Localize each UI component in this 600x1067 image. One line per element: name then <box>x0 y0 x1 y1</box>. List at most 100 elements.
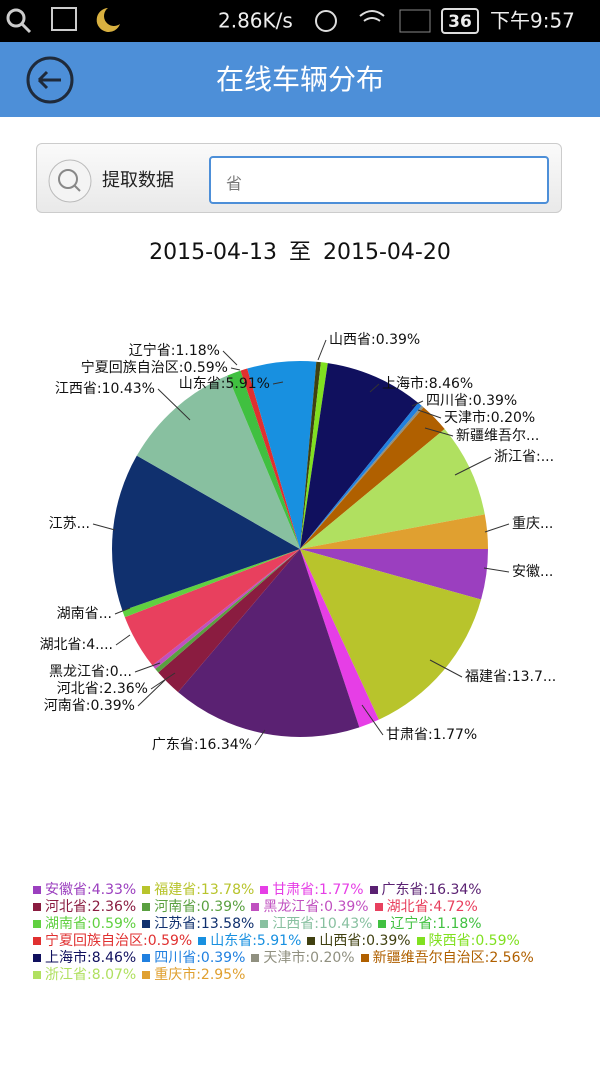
legend-swatch <box>142 886 151 894</box>
slice-label: 甘肃省:1.77% <box>386 727 477 743</box>
legend-entry: 新疆维吾尔自治区:2.56% <box>360 950 534 967</box>
slice-label: 辽宁省:1.18% <box>129 342 220 359</box>
legend-swatch <box>142 920 151 928</box>
legend-entry: 重庆市:2.95% <box>142 967 245 984</box>
pie-slice <box>300 407 445 549</box>
search-icon <box>20 22 32 34</box>
input-placeholder: 省 <box>226 174 243 193</box>
legend-entry: 宁夏回族自治区:0.59% <box>33 933 192 950</box>
legend-label: 山东省:5.91% <box>210 933 302 949</box>
legend-swatch <box>33 971 41 979</box>
magnifier <box>73 184 81 192</box>
legend-entry: 福建省:13.78% <box>142 882 254 899</box>
pie-chart: 安徽... 福建省:13.7... 甘肃省:1.77% 广东省:16.34% 河北省:2… <box>40 332 557 753</box>
legend-swatch <box>260 920 269 928</box>
legend-swatch <box>416 937 425 945</box>
slice-label: 黑龙江省:0... <box>49 664 132 680</box>
leader-line <box>317 339 327 361</box>
search-icon-button[interactable] <box>47 158 93 204</box>
leader-line <box>157 388 191 421</box>
slice-label: 湖南省... <box>57 606 112 622</box>
battery-level: 36 <box>448 12 472 32</box>
pie-slice <box>112 455 301 611</box>
net-speed: 2.86K/s <box>218 9 293 33</box>
leader-line <box>361 704 384 736</box>
alarm-icon <box>315 10 337 32</box>
legend-swatch <box>307 937 316 945</box>
fetch-button[interactable]: 提取数据 <box>102 170 174 191</box>
pie-slice <box>300 549 488 600</box>
icon-ring <box>48 159 92 203</box>
legend-label: 陕西省:0.59% <box>428 933 520 949</box>
slice-label: 山东省:5.91% <box>179 376 270 392</box>
legend-entry: 四川省:0.39% <box>142 950 245 967</box>
pie-slice <box>300 363 419 549</box>
legend-entry: 浙江省:8.07% <box>33 967 136 984</box>
image-icon <box>51 7 77 31</box>
leader-line <box>137 679 166 707</box>
leader-line <box>417 409 442 419</box>
leader-line <box>115 634 131 646</box>
moon-icon <box>96 8 120 32</box>
slice-label: 河北省:2.36% <box>57 681 148 697</box>
legend-entry: 广东省:16.34% <box>369 882 482 899</box>
pie-slice <box>300 405 424 549</box>
slice-label: 宁夏回族自治区:0.59% <box>81 359 228 376</box>
legend-swatch <box>378 920 387 928</box>
legend-label: 辽宁省:1.18% <box>390 916 482 932</box>
header-title: 在线车辆分布 <box>215 63 384 96</box>
pie-slice <box>300 549 482 720</box>
pie-slice <box>300 402 422 549</box>
legend-entry: 山东省:5.91% <box>198 933 301 950</box>
legend-swatch <box>142 903 151 911</box>
slice-label: 湖北省:4.... <box>40 637 113 653</box>
slice-label: 四川省:0.39% <box>426 393 517 409</box>
battery-icon <box>441 8 479 34</box>
date-end: 2015-04-20 <box>323 240 451 265</box>
leader-line <box>483 567 510 573</box>
status-icons: 2.86K/s 36 下午9:57 <box>6 7 575 34</box>
date-start: 2015-04-13 <box>149 240 277 265</box>
legend-entry: 江西省:10.43% <box>260 916 372 933</box>
legend-swatch <box>33 903 41 911</box>
legend-label: 重庆市:2.95% <box>154 967 246 983</box>
search-icon <box>6 8 26 28</box>
legend-swatch <box>142 971 151 979</box>
legend-label: 福建省:13.78% <box>154 882 255 898</box>
slice-label: 浙江省:... <box>494 449 554 465</box>
slice-label: 福建省:13.7... <box>465 669 556 685</box>
legend-label: 天津市:0.20% <box>263 950 355 966</box>
legend-swatch <box>374 903 383 911</box>
legend-entry: 江苏省:13.58% <box>142 916 254 933</box>
leader-line <box>369 383 380 393</box>
pie-slice <box>247 361 317 549</box>
leader-line <box>411 400 424 407</box>
legend-label: 江西省:10.43% <box>272 916 373 932</box>
pie-slice <box>155 549 300 673</box>
leader-line <box>454 456 492 476</box>
legend-entry: 湖南省:0.59% <box>33 916 136 933</box>
back-button[interactable] <box>25 56 75 106</box>
legend-entry: 辽宁省:1.18% <box>378 916 482 933</box>
legend-swatch <box>369 886 378 894</box>
legend-swatch <box>33 954 41 962</box>
signal-icon <box>399 9 431 33</box>
legend-entry: 天津市:0.20% <box>251 950 355 967</box>
pie-slice <box>300 514 488 549</box>
legend-swatch <box>251 903 260 911</box>
pie-slice <box>124 549 301 666</box>
leader-line <box>254 729 266 746</box>
pie-slice <box>152 549 300 670</box>
legend-label: 甘肃省:1.77% <box>272 882 364 898</box>
legend-entry: 河北省:2.36% <box>33 899 136 916</box>
slice-label: 广东省:16.34% <box>152 737 252 753</box>
legend-swatch <box>260 886 269 894</box>
back-circle <box>26 56 74 104</box>
search-input[interactable] <box>209 156 549 204</box>
pie-slice <box>300 428 485 549</box>
legend-swatch <box>360 954 369 962</box>
date-separator: 至 <box>288 240 311 265</box>
slice-label: 河南省:0.39% <box>44 698 135 714</box>
legend-entry: 湖北省:4.72% <box>374 899 478 916</box>
